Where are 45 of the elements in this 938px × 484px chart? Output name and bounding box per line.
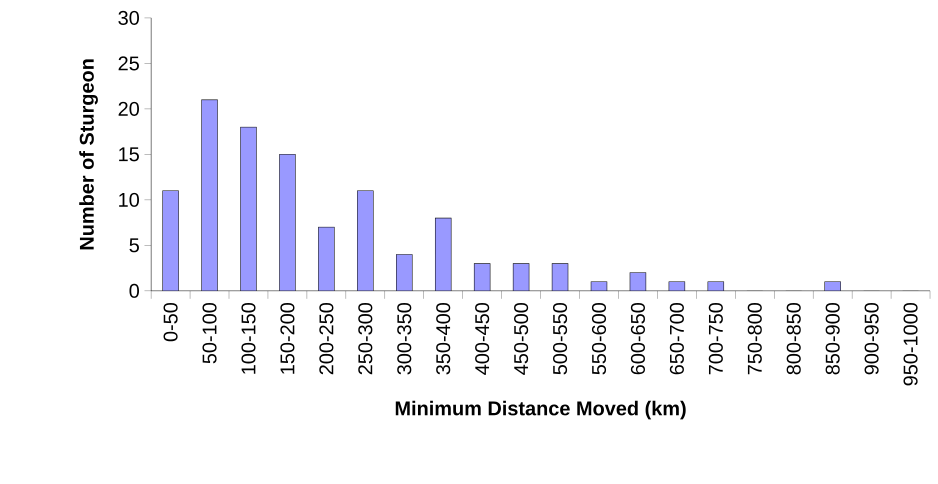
bar [162, 190, 179, 291]
bar [434, 218, 452, 291]
x-tick-label: 550-600 [592, 302, 606, 374]
x-tick-label: 200-250 [319, 302, 334, 374]
x-tick-label: 250-300 [358, 302, 372, 374]
x-tick-label: 650-700 [670, 302, 684, 374]
x-tick-label: 950-1000 [904, 302, 918, 386]
x-tick-label: 300-350 [397, 302, 412, 375]
x-tick-label: 350-400 [436, 302, 450, 375]
x-tick-label: 400-450 [475, 302, 490, 375]
x-tick-label: 450-500 [514, 302, 528, 375]
y-tick-label: 25 [118, 56, 139, 70]
y-tick-label: 10 [119, 192, 139, 207]
x-tick-label: 800-850 [786, 302, 801, 374]
y-tick-label: 0 [129, 284, 139, 298]
bar [512, 263, 530, 291]
x-tick-label: 50-100 [202, 302, 217, 364]
y-axis-title: Number of Sturgeon [79, 59, 98, 250]
bar [240, 126, 257, 291]
bar [708, 281, 724, 291]
bar [824, 281, 841, 291]
bar [630, 272, 646, 291]
x-tick-label: 750-800 [748, 302, 762, 374]
x-tick-label: 850-900 [826, 302, 840, 374]
bar [279, 154, 296, 291]
bar [474, 263, 490, 291]
x-tick-label: 150-200 [280, 302, 294, 374]
y-tick-label: 30 [118, 10, 139, 25]
x-tick-label: 900-950 [864, 302, 879, 374]
x-tick-label: 100-150 [241, 302, 256, 374]
x-axis-title: Minimum Distance Moved (km) [396, 400, 686, 420]
x-tick-label: 700-750 [708, 302, 723, 374]
x-tick-label: 500-550 [552, 302, 568, 374]
y-tick-label: 20 [118, 102, 139, 116]
bar [590, 281, 608, 291]
bar [201, 100, 218, 291]
x-tick-label: 600-650 [630, 302, 645, 374]
bar [668, 281, 686, 291]
x-tick-label: 0-50 [164, 302, 178, 342]
y-tick-label: 15 [119, 147, 139, 162]
bar [552, 263, 568, 291]
bar [357, 190, 374, 291]
y-tick-label: 5 [129, 238, 139, 252]
bar [396, 254, 412, 291]
bar [318, 226, 335, 291]
